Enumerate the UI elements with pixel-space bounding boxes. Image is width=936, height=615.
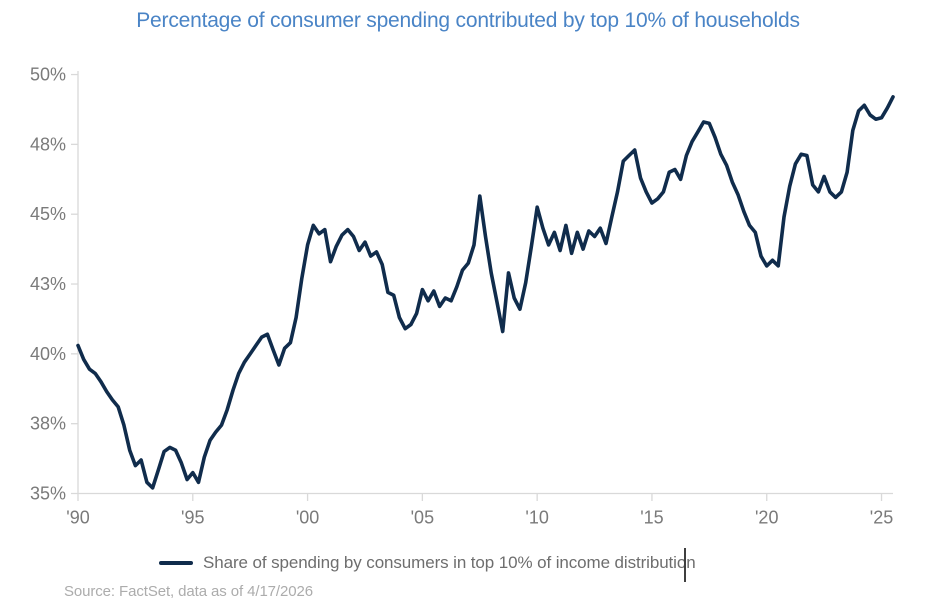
- y-tick-label: 38%: [30, 414, 66, 434]
- x-tick-label: '90: [66, 508, 89, 528]
- x-tick-label: '95: [181, 508, 204, 528]
- x-tick-label: '00: [296, 508, 319, 528]
- x-tick-label: '20: [755, 508, 778, 528]
- y-tick-label: 43%: [30, 274, 66, 294]
- x-tick-label: '10: [525, 508, 548, 528]
- y-tick-label: 50%: [30, 65, 66, 85]
- legend-line-swatch-icon: [159, 561, 193, 565]
- y-tick-label: 35%: [30, 484, 66, 504]
- legend: Share of spending by consumers in top 10…: [159, 552, 696, 574]
- x-tick-label: '15: [640, 508, 663, 528]
- y-tick-label: 45%: [30, 204, 66, 224]
- source-note: Source: FactSet, data as of 4/17/2026: [64, 583, 313, 600]
- y-tick-label: 40%: [30, 344, 66, 364]
- x-tick-label: '25: [870, 508, 893, 528]
- spending-share-line: [76, 95, 895, 490]
- y-tick-label: 48%: [30, 134, 66, 154]
- legend-series-label: Share of spending by consumers in top 10…: [203, 553, 696, 572]
- text-cursor-caret: [684, 548, 686, 582]
- x-tick-label: '05: [411, 508, 434, 528]
- chart-title: Percentage of consumer spending contribu…: [136, 9, 800, 32]
